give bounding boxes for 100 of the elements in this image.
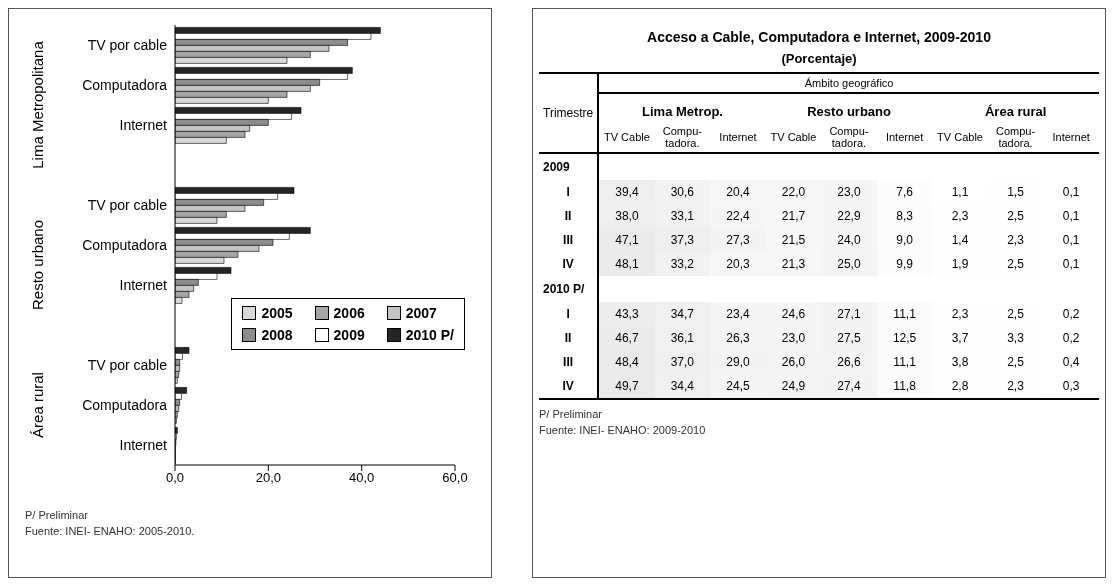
data-label: 37,0 xyxy=(654,350,711,374)
data-label: 2,3 xyxy=(932,204,988,228)
data-label: 2,5 xyxy=(987,204,1044,228)
text: P/ Preliminar xyxy=(539,407,603,422)
data-label: 34,7 xyxy=(654,302,711,326)
y-tick-label: Computadora xyxy=(82,236,168,253)
data-label: 1,9 xyxy=(932,252,988,276)
data-label: 21,5 xyxy=(765,228,822,252)
data-label: 0,1 xyxy=(1061,232,1081,249)
data-label: 3,8 xyxy=(932,350,988,374)
y-tick-label: II xyxy=(539,326,599,350)
y-tick-label: III xyxy=(539,228,599,252)
source-note: Fuente: INEI- ENAHO: 2009-2010 xyxy=(539,423,707,438)
data-label: 24,9 xyxy=(765,374,822,398)
data-label: 0,2 xyxy=(1061,330,1081,347)
data-label: 11,1 xyxy=(876,302,933,326)
data-label: 22,0 xyxy=(765,180,822,204)
data-label: 0,3 xyxy=(1061,378,1081,395)
data-label: 39,4 xyxy=(598,180,655,204)
data-label: 49,7 xyxy=(598,374,655,398)
data-label: 43,3 xyxy=(598,302,655,326)
x-tick-label: Internet xyxy=(1051,130,1091,145)
data-label: 27,3 xyxy=(710,228,766,252)
x-tick-label: 60,0 xyxy=(442,470,468,486)
y-tick-label: II xyxy=(539,204,599,228)
data-label: 27,4 xyxy=(821,374,877,398)
data-label: 0,1 xyxy=(1061,256,1081,273)
legend-label: 2008 xyxy=(261,326,293,343)
y-tick-label: Computadora xyxy=(82,76,168,93)
data-label: 23,0 xyxy=(765,326,822,350)
data-label: 30,6 xyxy=(654,180,711,204)
data-label: 0,1 xyxy=(1061,208,1081,225)
data-label: 36,1 xyxy=(654,326,711,350)
data-label: 2,3 xyxy=(987,228,1044,252)
legend-label: 2005 xyxy=(261,304,293,321)
data-label: 27,1 xyxy=(821,302,877,326)
data-label: 1,1 xyxy=(950,184,970,201)
y-tick-label: I xyxy=(539,302,599,326)
data-label: 48,1 xyxy=(598,252,655,276)
y-tick-label: IV xyxy=(539,374,599,398)
text: Área rural xyxy=(28,372,46,438)
data-label: 3,3 xyxy=(987,326,1044,350)
data-label: 11,1 xyxy=(876,350,933,374)
chart-subtitle: (Porcentaje) xyxy=(780,51,858,66)
data-label: 0,1 xyxy=(1061,184,1081,201)
data-label: 9,9 xyxy=(876,252,933,276)
data-label: 37,3 xyxy=(654,228,711,252)
x-tick-label: 0,0 xyxy=(165,470,185,486)
data-label: 38,0 xyxy=(598,204,655,228)
data-label: 33,2 xyxy=(654,252,711,276)
data-label: 24,0 xyxy=(821,228,877,252)
data-label: 9,0 xyxy=(876,228,933,252)
y-tick-label: TV por cable xyxy=(87,356,168,373)
data-label: 3,7 xyxy=(932,326,988,350)
y-tick-label: 2010 P/ xyxy=(539,276,599,302)
data-label: 34,4 xyxy=(654,374,711,398)
x-tick-label: TV Cable xyxy=(936,130,984,145)
text: Lima Metrop. xyxy=(641,103,724,121)
data-label: 20,4 xyxy=(710,180,766,204)
data-label: 23,0 xyxy=(821,180,877,204)
data-label: 12,5 xyxy=(876,326,933,350)
data-label: 25,0 xyxy=(821,252,877,276)
legend-label: 2010 P/ xyxy=(405,326,454,343)
x-tick-label: Internet xyxy=(884,130,925,145)
data-label: 2,8 xyxy=(932,374,988,398)
text: Trimestre xyxy=(539,73,599,153)
data-label: 2,5 xyxy=(987,302,1044,326)
data-label: 1,4 xyxy=(932,228,988,252)
data-label: 27,5 xyxy=(821,326,877,350)
data-label: 21,3 xyxy=(765,252,822,276)
y-tick-label: I xyxy=(539,180,599,204)
source-note: Fuente: INEI- ENAHO: 2005-2010. xyxy=(25,524,195,539)
data-label: 26,3 xyxy=(710,326,766,350)
text: Ámbito geográfico xyxy=(598,73,1099,93)
chart-title: Acceso a Cable, Computadora e Internet, 2009-2010 xyxy=(646,29,992,45)
y-tick-label: TV por cable xyxy=(87,36,168,53)
data-label: 46,7 xyxy=(598,326,655,350)
data-label: 0,2 xyxy=(1061,306,1081,323)
data-label: 7,6 xyxy=(876,180,933,204)
data-label: 22,4 xyxy=(710,204,766,228)
legend-label: 2009 xyxy=(333,326,365,343)
data-label: 48,4 xyxy=(598,350,655,374)
text: Resto urbano xyxy=(28,219,46,311)
x-tick-label: 40,0 xyxy=(349,470,375,486)
y-tick-label: Computadora xyxy=(82,396,168,413)
x-tick-label: TV Cable xyxy=(769,130,818,145)
x-tick-label: TV Cable xyxy=(602,130,651,145)
legend-label: 2006 xyxy=(333,304,365,321)
data-label: 2,5 xyxy=(987,350,1044,374)
data-label: 1,5 xyxy=(987,180,1044,204)
x-tick-label: Internet xyxy=(718,130,758,145)
data-label: 47,1 xyxy=(598,228,655,252)
text: P/ Preliminar xyxy=(25,508,89,523)
data-label: 2,3 xyxy=(932,302,988,326)
data-label: 20,3 xyxy=(710,252,766,276)
y-tick-label: Internet xyxy=(119,276,168,293)
data-label: 21,7 xyxy=(765,204,822,228)
data-label: 2,3 xyxy=(987,374,1044,398)
data-label: 22,9 xyxy=(821,204,877,228)
data-label: 24,6 xyxy=(765,302,822,326)
